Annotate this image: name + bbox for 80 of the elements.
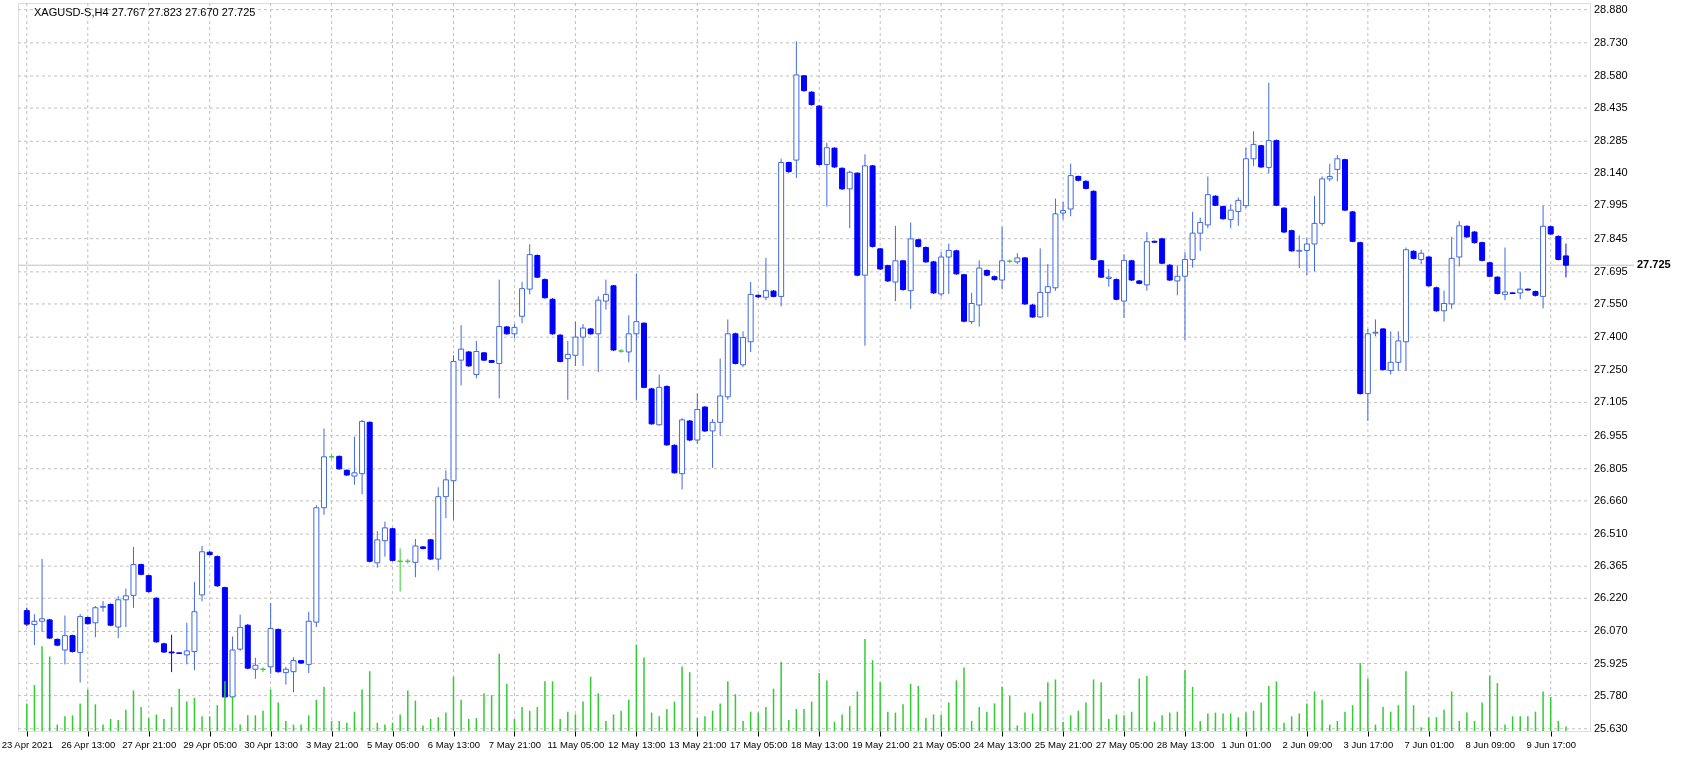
y-tick-label: 26.805 <box>1594 461 1628 474</box>
candlestick <box>602 279 609 311</box>
x-tick-label: 2 Jun 09:00 <box>1282 738 1333 750</box>
y-tick-label: 26.660 <box>1594 493 1628 506</box>
y-tick-label: 28.730 <box>1594 35 1628 48</box>
y-tick-label: 26.955 <box>1594 428 1628 441</box>
x-tick-label: 17 May 05:00 <box>729 738 788 750</box>
y-tick-label: 27.105 <box>1594 395 1628 408</box>
x-tick-label: 27 Apr 21:00 <box>122 738 177 750</box>
x-tick-label: 19 May 21:00 <box>851 738 910 750</box>
x-tick-label: 8 Jun 09:00 <box>1465 738 1516 750</box>
y-tick-label: 28.580 <box>1594 69 1628 82</box>
x-tick-label: 26 Apr 13:00 <box>61 738 116 750</box>
x-tick-label: 1 Jun 01:00 <box>1221 738 1272 750</box>
candlestick <box>953 249 960 276</box>
candlestick <box>846 170 853 229</box>
y-tick-label: 25.630 <box>1594 721 1628 734</box>
candlestick <box>831 146 838 169</box>
y-tick-label: 26.070 <box>1594 624 1628 637</box>
x-tick-label: 13 May 21:00 <box>669 738 727 750</box>
x-tick-label: 3 May 21:00 <box>305 738 359 750</box>
y-tick-label: 27.695 <box>1594 264 1628 277</box>
candlestick <box>839 166 846 191</box>
x-tick-label: 5 May 05:00 <box>366 738 420 750</box>
candlestick <box>458 324 465 386</box>
x-tick-label: 18 May 13:00 <box>790 738 849 750</box>
x-tick-label: 7 Jun 01:00 <box>1404 738 1455 750</box>
x-tick-label: 29 Apr 05:00 <box>183 738 238 750</box>
x-tick-label: 28 May 13:00 <box>1156 738 1215 750</box>
y-tick-label: 26.220 <box>1594 591 1628 604</box>
candlestick <box>541 277 548 300</box>
candlestick <box>823 142 830 208</box>
y-tick-label: 27.400 <box>1594 330 1628 343</box>
x-tick-label: 23 Apr 2021 <box>1 738 53 750</box>
candlestick <box>1517 271 1524 300</box>
y-tick-label: 27.845 <box>1594 231 1628 244</box>
y-tick-label: 27.995 <box>1594 198 1628 211</box>
candlestick <box>945 243 952 295</box>
candlestick <box>1502 247 1508 301</box>
x-tick-label: 3 Jun 17:00 <box>1343 738 1394 750</box>
y-tick-label: 28.140 <box>1594 166 1628 179</box>
y-tick-label: 27.550 <box>1594 296 1628 309</box>
x-tick-label: 11 May 05:00 <box>547 738 605 750</box>
y-tick-label: 26.510 <box>1594 527 1628 540</box>
candlestick <box>892 225 899 302</box>
y-tick-label: 28.285 <box>1594 134 1628 147</box>
y-tick-label: 28.435 <box>1594 101 1628 114</box>
x-tick-label: 6 May 13:00 <box>427 738 481 750</box>
candlestick <box>999 226 1006 291</box>
candlestick <box>1296 234 1303 269</box>
y-tick-label: 27.250 <box>1594 363 1628 376</box>
candlestick <box>381 521 388 558</box>
candlestick <box>1433 286 1440 313</box>
y-tick-label: 26.365 <box>1594 559 1628 572</box>
x-tick-label: 12 May 13:00 <box>608 738 666 750</box>
x-tick-label: 27 May 05:00 <box>1095 738 1154 750</box>
candlestick <box>1441 290 1448 323</box>
x-tick-label: 25 May 21:00 <box>1034 738 1093 750</box>
y-tick-label: 25.925 <box>1594 656 1628 669</box>
candlestick <box>618 348 625 354</box>
candlestick <box>412 538 419 578</box>
y-tick-label: 25.780 <box>1594 688 1628 701</box>
chart-title: XAGUSD-S,H4 27.767 27.823 27.670 27.725 <box>34 6 256 18</box>
candlestick <box>1562 243 1569 278</box>
candlestick <box>252 657 259 680</box>
y-tick-label: 28.880 <box>1594 2 1628 15</box>
candlestick <box>1334 154 1341 182</box>
ref-line-label: 27.725 <box>1637 258 1671 271</box>
x-tick-label: 30 Apr 13:00 <box>244 738 299 750</box>
candlestick <box>701 405 708 433</box>
x-tick-label: 7 May 21:00 <box>488 738 542 750</box>
candlestick <box>1555 234 1562 261</box>
candlestick <box>23 607 30 627</box>
x-tick-label: 24 May 13:00 <box>973 738 1032 750</box>
candlestick <box>374 530 381 569</box>
x-tick-label: 9 Jun 17:00 <box>1526 738 1577 750</box>
candlestick <box>61 614 68 665</box>
candlestick <box>473 340 480 379</box>
x-tick-label: 21 May 05:00 <box>912 738 971 750</box>
candlestick <box>762 257 769 301</box>
